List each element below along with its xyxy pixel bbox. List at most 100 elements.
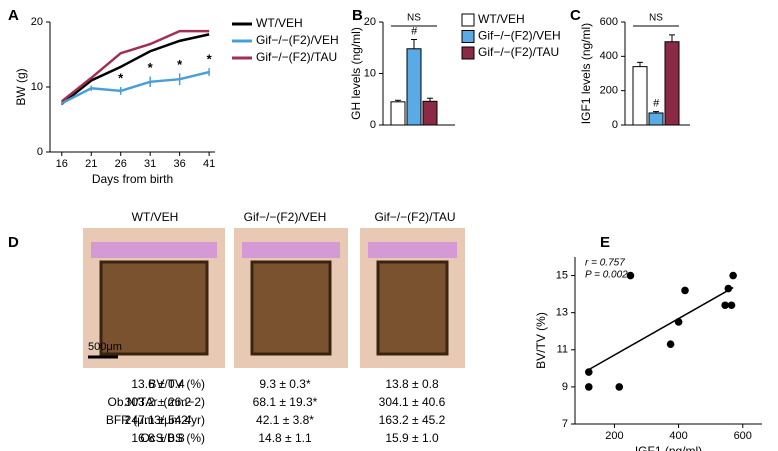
scatter-point xyxy=(666,340,675,349)
y-tick-label: 0 xyxy=(37,146,43,158)
y-tick-label: 600 xyxy=(600,16,618,28)
y-tick-label: 10 xyxy=(31,81,43,93)
x-tick-label: 200 xyxy=(605,430,623,442)
table-cell: 163.2 ± 45.2 xyxy=(379,413,446,427)
y-tick-label: 10 xyxy=(364,67,376,79)
panel-letter: E xyxy=(600,234,610,251)
x-axis-label: Days from birth xyxy=(92,172,173,186)
scatter-point xyxy=(615,383,624,391)
row-label: OcS/BS (%) xyxy=(140,431,205,445)
column-title: WT/VEH xyxy=(132,210,179,224)
significance-marker: * xyxy=(148,60,154,75)
legend-label: Gif−/−(F2)/TAU xyxy=(256,50,337,64)
significance-marker: * xyxy=(207,52,213,67)
legend-label: Gif−/−(F2)/VEH xyxy=(478,29,561,43)
scatter-point xyxy=(626,271,635,280)
table-cell: 13.6 ± 0.4 xyxy=(131,377,185,391)
table-cell: 303.2 ± 26.2 xyxy=(125,395,192,409)
scatter-point xyxy=(721,301,729,310)
y-tick-label: 11 xyxy=(557,344,568,356)
growth-plate xyxy=(242,242,340,258)
bar xyxy=(390,101,406,126)
y-axis-label: BV/TV (%) xyxy=(534,312,548,369)
scatter-point xyxy=(584,383,593,391)
panel-letter: B xyxy=(352,7,363,24)
scatter-point xyxy=(681,286,689,295)
table-cell: 13.8 ± 0.8 xyxy=(385,377,439,391)
table-cell: 247.1 ± 54.4 xyxy=(125,413,192,427)
bone-body xyxy=(376,260,449,356)
x-tick-label: 31 xyxy=(144,158,156,170)
series-line xyxy=(61,33,210,105)
bracket-label: NS xyxy=(407,13,421,24)
y-tick-label: 20 xyxy=(31,16,43,28)
table-cell: 42.1 ± 3.8* xyxy=(256,413,314,427)
significance-marker: * xyxy=(118,70,124,85)
bar-marker: # xyxy=(653,98,660,110)
legend-swatch xyxy=(461,46,475,60)
bar xyxy=(664,41,680,126)
panel-letter: D xyxy=(8,234,19,251)
y-tick-label: 0 xyxy=(612,119,618,131)
legend-label: Gif−/−(F2)/VEH xyxy=(256,33,339,47)
scatter-point xyxy=(674,318,683,326)
y-tick-label: 20 xyxy=(364,16,376,28)
x-tick-label: 16 xyxy=(56,158,68,170)
y-tick-label: 15 xyxy=(556,269,568,281)
legend-label: WT/VEH xyxy=(478,12,525,26)
legend-label: WT/VEH xyxy=(256,16,303,30)
row-label: BV/TV (%) xyxy=(148,377,205,391)
table-cell: 15.9 ± 1.0 xyxy=(385,431,439,445)
panel-letter: C xyxy=(570,7,581,24)
legend-swatch xyxy=(461,13,475,27)
x-tick-label: 36 xyxy=(174,158,186,170)
x-axis-label: IGF1 (ng/ml) xyxy=(635,444,702,451)
bar xyxy=(648,112,664,126)
column-title: Gif−/−(F2)/VEH xyxy=(244,210,327,224)
y-axis-label: IGF1 levels (ng/ml) xyxy=(579,23,593,124)
table-cell: 9.3 ± 0.3* xyxy=(259,377,311,391)
scale-bar-label: 500μm xyxy=(88,341,122,353)
y-axis-label: BW (g) xyxy=(14,68,28,105)
x-tick-label: 26 xyxy=(115,158,127,170)
scatter-point xyxy=(724,284,733,293)
bar-marker: # xyxy=(411,25,418,37)
y-tick-label: 9 xyxy=(562,381,568,393)
x-tick-label: 21 xyxy=(85,158,97,170)
bar xyxy=(422,100,438,126)
bar xyxy=(406,48,422,126)
y-tick-label: 0 xyxy=(370,119,376,131)
scatter-point xyxy=(727,301,736,310)
bone-body xyxy=(99,260,209,356)
bar xyxy=(632,66,648,126)
table-cell: 68.1 ± 19.3* xyxy=(253,395,318,409)
scatter-point xyxy=(584,368,593,376)
x-tick-label: 400 xyxy=(669,430,687,442)
scatter-point xyxy=(729,271,737,280)
column-title: Gif−/−(F2)/TAU xyxy=(374,210,455,224)
legend-swatch xyxy=(461,30,475,43)
y-tick-label: 200 xyxy=(600,85,618,97)
bracket-label: NS xyxy=(649,13,663,24)
table-cell: 304.1 ± 40.6 xyxy=(379,395,446,409)
x-tick-label: 41 xyxy=(203,158,215,170)
annotation: P = 0.002 xyxy=(585,270,628,281)
table-cell: 16.8 ± 0.8 xyxy=(131,431,185,445)
y-axis-label: GH levels (ng/ml) xyxy=(349,27,363,120)
y-tick-label: 13 xyxy=(556,307,568,319)
x-tick-label: 600 xyxy=(734,430,752,442)
growth-plate xyxy=(91,242,217,258)
row-label: Ob.N/TAr. (mm−2) xyxy=(108,395,205,409)
series-line xyxy=(61,29,210,103)
annotation: r = 0.757 xyxy=(585,258,625,269)
panel-letter: A xyxy=(8,7,19,24)
y-tick-label: 7 xyxy=(562,418,568,430)
y-tick-label: 400 xyxy=(600,50,618,62)
table-cell: 14.8 ± 1.1 xyxy=(258,431,312,445)
fit-line xyxy=(588,286,734,371)
row-label: BFR (μm3/μm2/yr) xyxy=(106,413,205,427)
bone-body xyxy=(250,260,332,356)
legend-label: Gif−/−(F2)/TAU xyxy=(478,45,559,59)
series-line xyxy=(61,70,210,105)
